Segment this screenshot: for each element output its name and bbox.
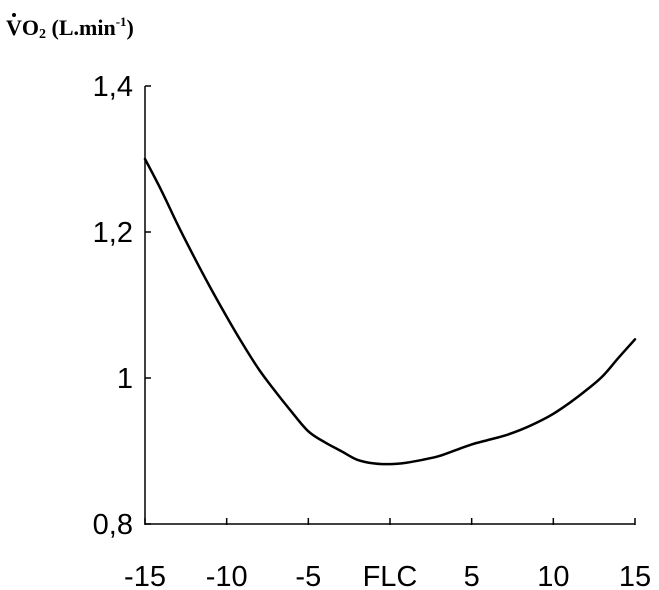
series-line	[143, 157, 637, 466]
x-tick-label: -5	[295, 561, 321, 590]
y-label-vdot: V	[6, 13, 22, 40]
x-tick-label: FLC	[363, 561, 418, 590]
y-label-subscript: 2	[39, 27, 47, 42]
x-ticks: -15 -10 -5 FLC 5 10 15	[124, 518, 651, 590]
y-tick-label: 1,4	[93, 71, 133, 103]
y-label-o: O	[21, 15, 40, 40]
x-tick-label: 10	[537, 561, 569, 590]
y-label-superscript: -1	[115, 14, 127, 29]
y-label-unit-open: (L.min	[46, 15, 116, 40]
x-tick-label: 5	[464, 561, 480, 590]
x-tick-label: -15	[124, 561, 166, 590]
y-ticks: 0,8 1 1,2 1,4	[93, 71, 151, 541]
y-tick-label: 1,2	[93, 217, 133, 249]
x-tick-label: 15	[619, 561, 651, 590]
y-axis-label: VO2 (L.min-1)	[6, 13, 134, 43]
y-label-unit-close: )	[126, 15, 134, 40]
y-tick-label: 1	[117, 363, 133, 395]
y-tick-label: 0,8	[93, 509, 133, 541]
x-tick-label: -10	[206, 561, 248, 590]
